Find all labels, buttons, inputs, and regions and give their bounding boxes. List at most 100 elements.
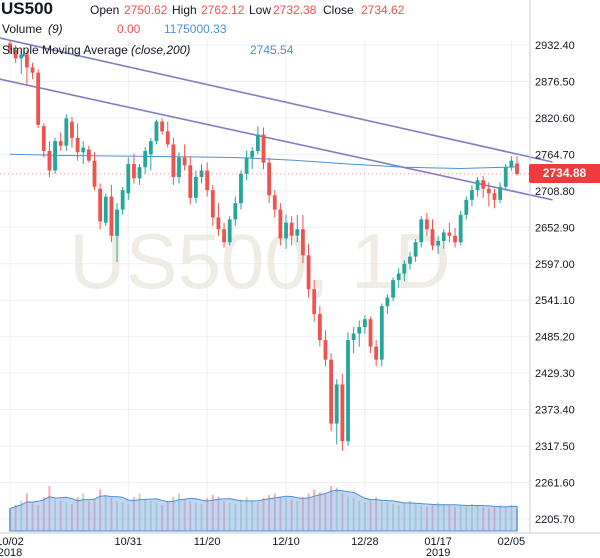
candle bbox=[419, 216, 424, 248]
candle bbox=[154, 119, 159, 145]
candle-body bbox=[205, 170, 210, 191]
candle-body bbox=[396, 273, 401, 281]
candle-body bbox=[447, 232, 452, 236]
candle bbox=[132, 153, 136, 184]
candle bbox=[301, 214, 305, 264]
candle-body bbox=[453, 235, 457, 243]
candle-body bbox=[441, 232, 446, 241]
candle-body bbox=[301, 229, 305, 256]
candle-body bbox=[216, 217, 221, 230]
candle bbox=[261, 127, 266, 170]
y-tick-label: 2373.40 bbox=[535, 405, 575, 417]
candle-body bbox=[137, 167, 142, 179]
candle-body bbox=[210, 190, 215, 218]
candle bbox=[210, 184, 215, 226]
candle-body bbox=[13, 49, 18, 59]
candle bbox=[41, 123, 46, 158]
candle-body bbox=[58, 141, 63, 146]
candle bbox=[30, 62, 35, 80]
candle bbox=[115, 203, 119, 262]
candle bbox=[143, 147, 148, 174]
candle-body bbox=[379, 306, 384, 360]
candle-body bbox=[182, 157, 187, 166]
candle bbox=[239, 170, 243, 210]
candle-body bbox=[503, 167, 508, 187]
y-tick-label: 2429.30 bbox=[535, 368, 575, 380]
candle-body bbox=[340, 384, 345, 442]
x-tick-year: 2019 bbox=[426, 547, 450, 558]
candle-body bbox=[481, 180, 486, 189]
trend-lines[interactable] bbox=[0, 37, 553, 201]
candle bbox=[244, 150, 249, 181]
candle-body bbox=[36, 72, 41, 125]
trend-line bbox=[0, 37, 553, 163]
candle-body bbox=[470, 190, 474, 200]
candle-body bbox=[334, 384, 339, 424]
candle-body bbox=[267, 162, 272, 196]
candle bbox=[177, 152, 181, 184]
candle-body bbox=[351, 333, 356, 341]
candle bbox=[458, 210, 463, 246]
candle-body bbox=[261, 134, 266, 163]
candle bbox=[323, 330, 328, 367]
candle bbox=[13, 45, 18, 63]
y-tick-label: 2708.80 bbox=[535, 186, 575, 198]
candle-body bbox=[363, 319, 367, 328]
candle bbox=[64, 114, 69, 151]
candle bbox=[47, 141, 52, 178]
candle bbox=[391, 277, 395, 301]
candle-body bbox=[317, 313, 322, 341]
candle bbox=[503, 163, 508, 191]
x-tick-year: 2018 bbox=[0, 547, 22, 558]
candle bbox=[255, 126, 260, 155]
candle-body bbox=[98, 188, 103, 222]
candle bbox=[278, 203, 283, 246]
candle-body bbox=[120, 190, 125, 210]
y-tick-label: 2317.50 bbox=[535, 441, 575, 453]
candle-body bbox=[227, 219, 232, 243]
candle bbox=[408, 252, 412, 270]
candle-body bbox=[385, 297, 390, 307]
candle-body bbox=[408, 256, 412, 264]
candle-body bbox=[419, 219, 424, 243]
x-tick-label: 10/02 bbox=[0, 536, 24, 548]
candle-body bbox=[222, 229, 226, 243]
y-tick-label: 2541.10 bbox=[535, 295, 575, 307]
y-tick-label: 2652.90 bbox=[535, 222, 575, 234]
y-tick-label: 2261.60 bbox=[535, 478, 575, 490]
candle-body bbox=[126, 163, 131, 194]
candle-body bbox=[41, 126, 46, 151]
candle bbox=[109, 184, 114, 243]
candle bbox=[430, 219, 435, 251]
candle bbox=[295, 214, 300, 243]
candle-body bbox=[81, 147, 86, 153]
candle-body bbox=[250, 150, 255, 158]
candle bbox=[363, 315, 367, 334]
candle bbox=[470, 184, 474, 207]
candle bbox=[374, 340, 379, 367]
candle bbox=[498, 182, 502, 204]
candle bbox=[317, 306, 322, 347]
candle bbox=[402, 260, 407, 282]
candle bbox=[8, 40, 12, 55]
candle bbox=[441, 229, 446, 249]
candle bbox=[227, 216, 232, 246]
x-tick-label: 01/17 bbox=[424, 536, 452, 548]
candle-body bbox=[413, 242, 418, 257]
candle bbox=[19, 49, 24, 74]
candle bbox=[165, 121, 170, 148]
candle bbox=[306, 243, 311, 298]
candle bbox=[284, 214, 288, 249]
candle bbox=[194, 170, 198, 204]
candle-body bbox=[329, 359, 333, 424]
candle bbox=[481, 175, 486, 198]
candle-body bbox=[458, 214, 463, 243]
candle bbox=[75, 123, 80, 161]
candle bbox=[385, 294, 390, 314]
candle-body bbox=[92, 160, 97, 187]
watermark: US500, 1D bbox=[69, 217, 451, 305]
candle-body bbox=[30, 67, 35, 73]
candle-body bbox=[143, 150, 148, 168]
candle bbox=[53, 137, 57, 174]
